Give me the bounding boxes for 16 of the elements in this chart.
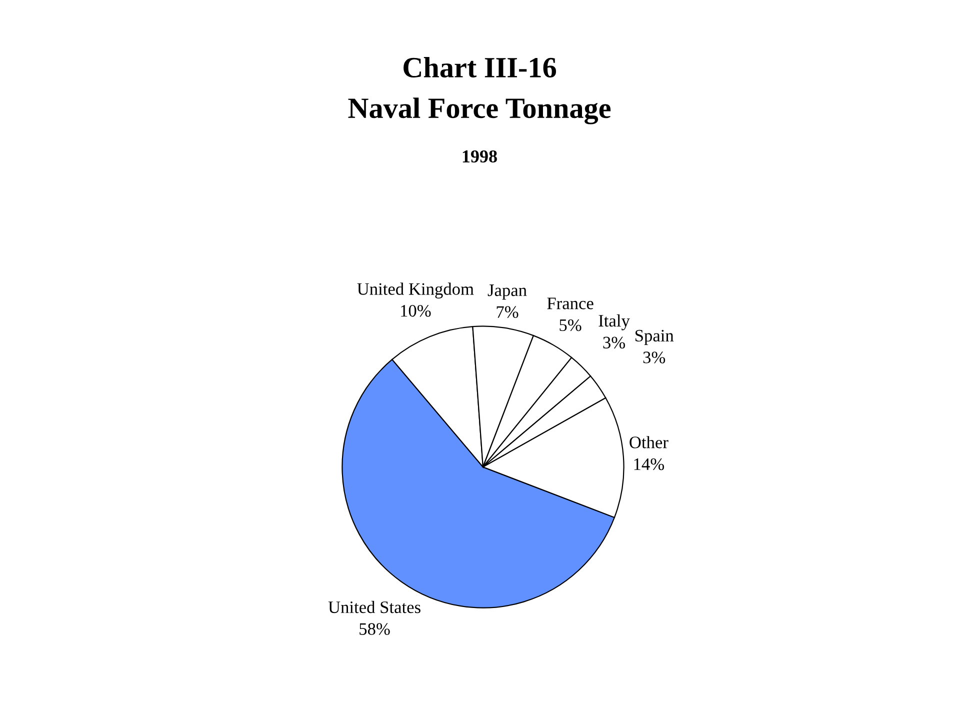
data-label: 14% [634, 458, 664, 470]
slice-label: United States [328, 600, 420, 614]
chart-subtitle: 1998 [462, 150, 497, 163]
slice-label: Spain [636, 330, 674, 346]
data-label: 58% [360, 623, 390, 635]
slice-label: Other [630, 436, 668, 448]
slice-label: Japan [488, 284, 527, 300]
data-label: 5% [560, 319, 582, 332]
slice-label: Italy [598, 314, 630, 330]
chart-title: Chart III-16 Naval Force Tonnage [348, 57, 611, 124]
data-label: 10% [401, 304, 431, 317]
slice-label: France [547, 298, 594, 310]
data-label: 3% [603, 336, 625, 349]
slice-label: United Kingdom [357, 282, 474, 298]
data-label: 3% [643, 352, 666, 364]
data-label: 7% [496, 306, 518, 318]
